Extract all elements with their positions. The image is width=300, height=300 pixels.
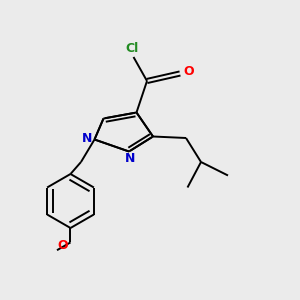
Text: O: O <box>57 239 68 252</box>
Text: O: O <box>183 64 194 78</box>
Text: N: N <box>82 132 92 145</box>
Text: N: N <box>125 152 136 166</box>
Text: Cl: Cl <box>125 42 139 55</box>
